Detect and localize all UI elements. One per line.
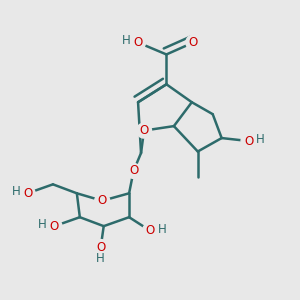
Circle shape [241, 134, 256, 148]
Text: O: O [96, 241, 105, 254]
Circle shape [186, 35, 201, 50]
Text: H: H [12, 185, 21, 198]
Text: O: O [98, 194, 107, 207]
Text: H: H [256, 133, 265, 146]
Text: H: H [122, 34, 130, 46]
Text: O: O [134, 36, 143, 49]
Circle shape [126, 164, 141, 178]
Circle shape [142, 223, 158, 238]
Text: O: O [140, 124, 149, 137]
Text: H: H [96, 253, 105, 266]
Text: O: O [23, 187, 32, 200]
Circle shape [20, 186, 35, 201]
Text: O: O [146, 224, 154, 237]
Text: O: O [129, 164, 138, 177]
Text: O: O [50, 220, 59, 232]
Circle shape [93, 240, 108, 254]
Circle shape [130, 35, 146, 50]
Text: O: O [189, 36, 198, 49]
Text: O: O [244, 134, 253, 148]
Circle shape [47, 219, 62, 234]
Circle shape [95, 193, 110, 208]
Circle shape [136, 123, 152, 138]
Text: H: H [158, 223, 166, 236]
Text: H: H [38, 218, 47, 231]
